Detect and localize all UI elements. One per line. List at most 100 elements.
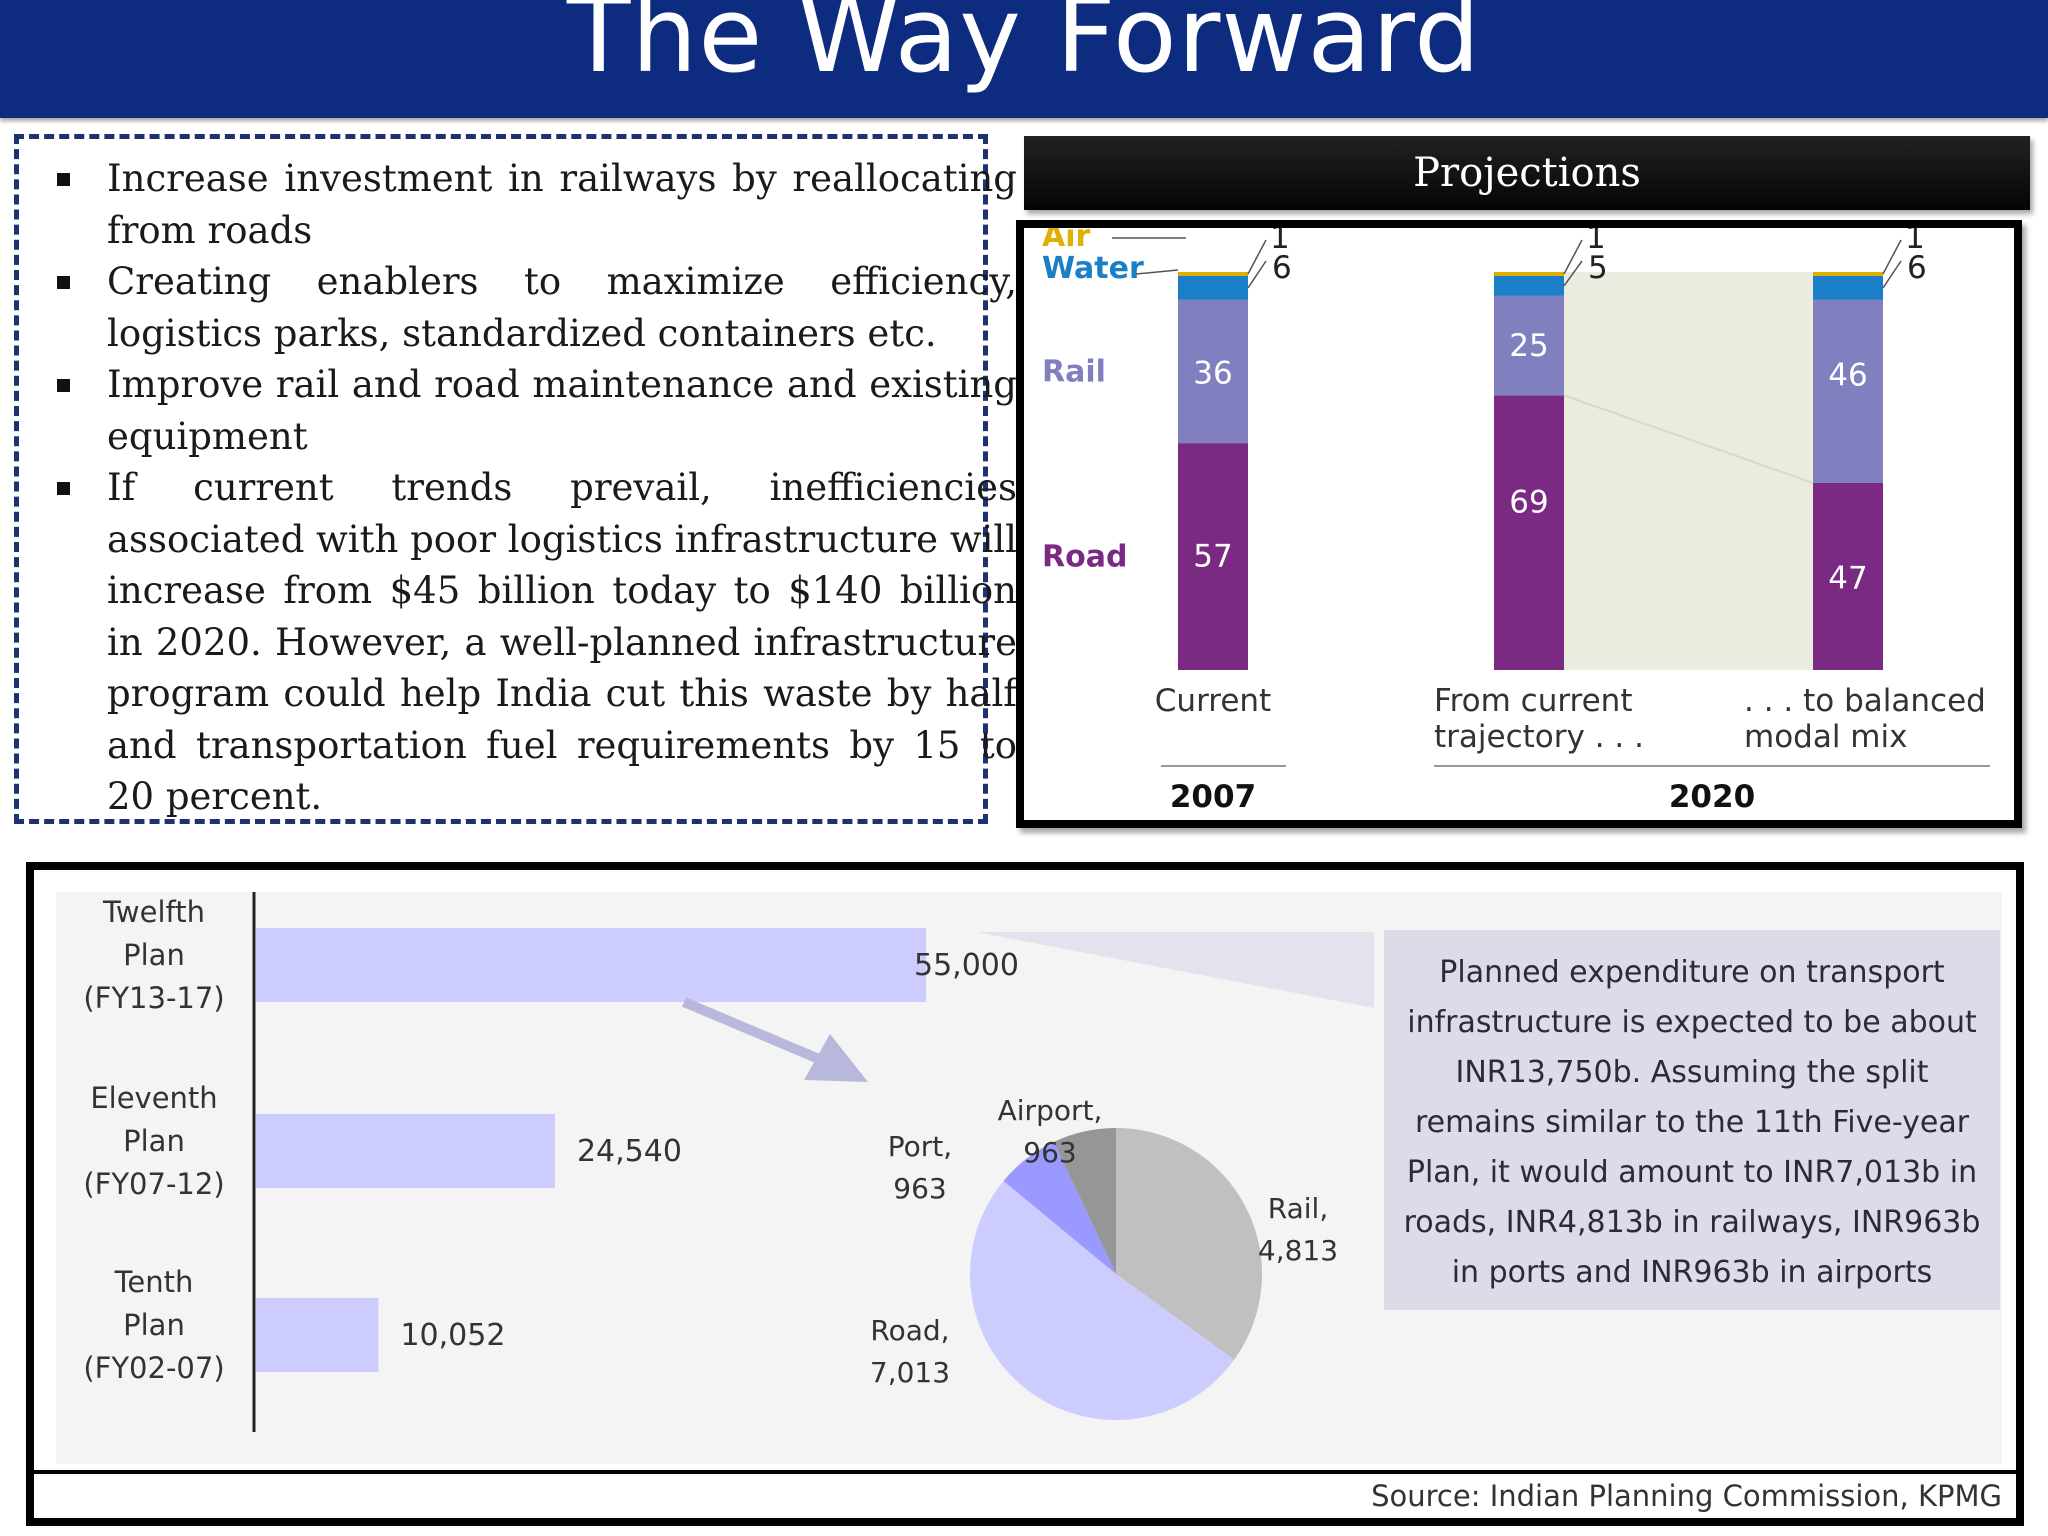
bullet-text: Improve rail and road maintenance and ex… bbox=[107, 363, 1017, 458]
plan-category-label: (FY02-07) bbox=[83, 1351, 224, 1385]
air-leader-line bbox=[1563, 239, 1583, 275]
water-leader-line bbox=[1882, 260, 1902, 289]
water-value-label: 5 bbox=[1588, 250, 1608, 286]
air-leader-line bbox=[1247, 239, 1267, 275]
stack-segment-rail bbox=[1813, 299, 1883, 483]
arrow-head-icon bbox=[804, 1034, 868, 1082]
series-label-road: Road bbox=[1042, 540, 1127, 575]
stack-segment-air bbox=[1494, 272, 1564, 276]
series-label-air: Air bbox=[1042, 228, 1091, 254]
bullet-item: Increase investment in railways by reall… bbox=[43, 153, 1017, 256]
expenditure-panel: 55,000 Twelfth Plan (FY13-17) 24,540 Eleventh… bbox=[26, 862, 2024, 1526]
bullet-item: Improve rail and road maintenance and ex… bbox=[43, 359, 1017, 462]
bullet-box: Increase investment in railways by reall… bbox=[14, 134, 1017, 824]
plan-bar-value: 24,540 bbox=[577, 1134, 682, 1169]
pie-slice-rail bbox=[1116, 1128, 1262, 1360]
projections-chart-box: 57 36 6 1 69 25 5 1 47 46 6 1 Road Rail Water Air Curren… bbox=[1016, 220, 2022, 828]
column-label: From current bbox=[1434, 683, 1633, 719]
plan-category-label: Twelfth bbox=[102, 895, 205, 929]
water-label-leader bbox=[1135, 269, 1179, 275]
square-bullet-icon bbox=[57, 482, 70, 495]
pie-label-name: Rail, bbox=[1268, 1192, 1328, 1225]
plan-chart-panel: 55,000 Twelfth Plan (FY13-17) 24,540 Eleventh… bbox=[56, 892, 2002, 1464]
pie-slice-road bbox=[969, 1180, 1235, 1421]
plan-category-label: Eleventh bbox=[90, 1081, 217, 1115]
pie-label-name: Port, bbox=[888, 1130, 952, 1163]
square-bullet-icon bbox=[57, 173, 70, 186]
modal-split-chart: 573661692551474661RoadRailWaterAirCurren… bbox=[1042, 228, 1990, 815]
column-label: modal mix bbox=[1744, 719, 1907, 755]
pie-slice-port bbox=[1003, 1141, 1116, 1274]
water-leader-line bbox=[1563, 260, 1583, 287]
stack-segment-water bbox=[1494, 275, 1564, 296]
callout-text: Planned expenditure on transport infrast… bbox=[1384, 930, 2000, 1310]
arrow-icon bbox=[682, 997, 828, 1067]
plan-bar bbox=[256, 928, 926, 1002]
water-value-label: 6 bbox=[1907, 250, 1927, 286]
stack-segment-water bbox=[1813, 275, 1883, 300]
stack-segment-road bbox=[1178, 443, 1248, 670]
square-bullet-icon bbox=[57, 276, 70, 289]
bullet-list: Increase investment in railways by reall… bbox=[43, 153, 1017, 823]
pie-label-value: 963 bbox=[893, 1172, 946, 1205]
rail-value-label: 46 bbox=[1828, 357, 1867, 393]
air-value-label: 1 bbox=[1270, 228, 1290, 256]
pie-label-name: Road, bbox=[870, 1314, 949, 1347]
column-label: . . . to balanced bbox=[1744, 683, 1986, 719]
bullet-text: If current trends prevail, inefficiencie… bbox=[107, 466, 1017, 818]
air-value-label: 1 bbox=[1586, 228, 1606, 256]
projections-header: Projections bbox=[1024, 136, 2030, 210]
source-divider bbox=[34, 1470, 2016, 1474]
stack-segment-road bbox=[1494, 395, 1564, 670]
road-value-label: 47 bbox=[1828, 560, 1867, 596]
air-value-label: 1 bbox=[1905, 228, 1925, 256]
page-title: The Way Forward bbox=[566, 0, 1482, 96]
stack-segment-road bbox=[1813, 482, 1883, 670]
plan-expenditure-chart: 55,000 Twelfth Plan (FY13-17) 24,540 Eleventh… bbox=[83, 892, 1374, 1432]
plan-category-label: Plan bbox=[123, 1124, 185, 1158]
road-value-label: 57 bbox=[1193, 539, 1232, 575]
plan-category-label: Plan bbox=[123, 938, 185, 972]
rail-value-label: 36 bbox=[1193, 356, 1232, 392]
plan-bar bbox=[256, 1298, 379, 1372]
pie-label-value: 4,813 bbox=[1258, 1234, 1338, 1267]
pie-label-value: 7,013 bbox=[870, 1356, 950, 1389]
bullet-text: Creating enablers to maximize efficiency… bbox=[107, 260, 1017, 355]
plan-bar-value: 55,000 bbox=[914, 948, 1019, 983]
stack-segment-rail bbox=[1178, 299, 1248, 444]
column-label: Current bbox=[1155, 683, 1271, 719]
bullet-item: If current trends prevail, inefficiencie… bbox=[43, 462, 1017, 823]
plan-bar bbox=[256, 1114, 555, 1188]
source-note: Source: Indian Planning Commission, KPMG bbox=[1371, 1479, 2002, 1513]
stack-segment-rail bbox=[1494, 295, 1564, 396]
plan-category-label: (FY13-17) bbox=[83, 981, 224, 1015]
plan-bar-value: 10,052 bbox=[400, 1318, 505, 1353]
rail-value-label: 25 bbox=[1509, 328, 1548, 364]
water-value-label: 6 bbox=[1272, 250, 1292, 286]
air-leader-line bbox=[1882, 239, 1902, 275]
pie-label-value: 963 bbox=[1023, 1136, 1076, 1169]
projections-title: Projections bbox=[1413, 150, 1641, 196]
year-label-2020: 2020 bbox=[1669, 779, 1755, 815]
stack-segment-air bbox=[1813, 272, 1883, 276]
pie-label-name: Airport, bbox=[998, 1094, 1103, 1127]
projection-band-edge bbox=[1563, 394, 1814, 484]
series-label-rail: Rail bbox=[1042, 355, 1106, 390]
year-label-2007: 2007 bbox=[1170, 779, 1256, 815]
projection-band bbox=[1564, 272, 1813, 670]
callout-pointer bbox=[976, 932, 1374, 1008]
series-label-water: Water bbox=[1042, 251, 1144, 286]
header-bar: The Way Forward bbox=[0, 0, 2048, 118]
plan-category-label: Tenth bbox=[114, 1265, 194, 1299]
plan-category-label: Plan bbox=[123, 1308, 185, 1342]
water-leader-line bbox=[1247, 260, 1267, 289]
square-bullet-icon bbox=[57, 379, 70, 392]
pie-slice-airport bbox=[1053, 1128, 1116, 1274]
bullet-text: Increase investment in railways by reall… bbox=[107, 157, 1017, 252]
stack-segment-air bbox=[1178, 272, 1248, 276]
plan-category-label: (FY07-12) bbox=[83, 1167, 224, 1201]
column-label: trajectory . . . bbox=[1434, 719, 1644, 755]
bullet-item: Creating enablers to maximize efficiency… bbox=[43, 256, 1017, 359]
stack-segment-water bbox=[1178, 275, 1248, 300]
road-value-label: 69 bbox=[1509, 485, 1548, 521]
